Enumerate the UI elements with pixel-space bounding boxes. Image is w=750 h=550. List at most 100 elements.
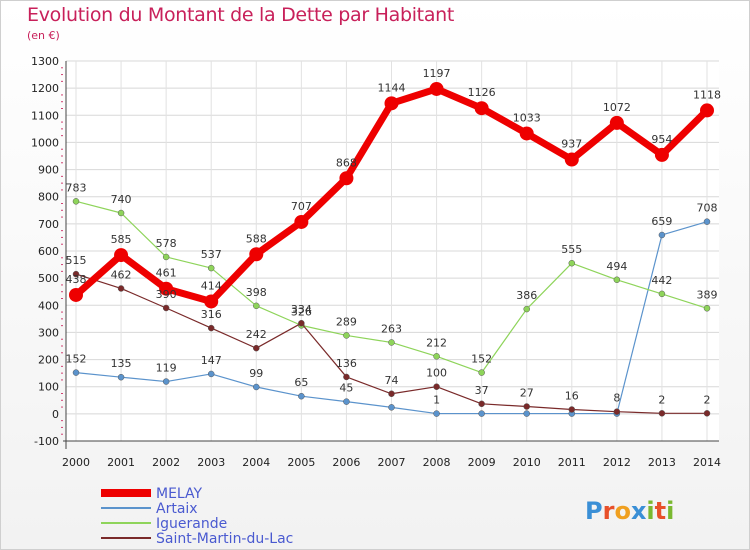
data-label: 152 [471, 353, 492, 366]
data-label: 462 [111, 268, 132, 281]
legend-label: Iguerande [156, 516, 227, 532]
data-label: 868 [336, 156, 357, 169]
data-label: 1126 [468, 86, 496, 99]
data-label: 136 [336, 357, 357, 370]
data-point [253, 344, 260, 352]
data-point [343, 332, 350, 339]
data-point [388, 390, 395, 398]
y-tick-label: 400 [38, 299, 59, 312]
data-point [523, 305, 530, 313]
axes: -100010020030040050060070080090010001100… [31, 55, 721, 469]
data-label: 585 [111, 233, 132, 246]
y-tick-label: 1300 [31, 55, 59, 68]
data-point [298, 392, 305, 400]
data-point [703, 410, 711, 417]
data-label: 390 [156, 288, 177, 301]
data-point [609, 115, 624, 130]
logo-text: Proxiti [585, 497, 674, 525]
data-label: 135 [111, 357, 132, 370]
data-label: 389 [697, 288, 718, 301]
data-point [343, 398, 350, 405]
data-label: 37 [475, 384, 489, 397]
data-label: 289 [336, 315, 357, 328]
x-tick-label: 2000 [62, 456, 90, 469]
logo-letter: r [603, 497, 615, 525]
data-point [339, 171, 354, 186]
data-label: 555 [561, 243, 582, 256]
data-label: 326 [291, 305, 312, 318]
data-point [519, 126, 534, 141]
logo-letter: i [646, 497, 654, 525]
data-label: 386 [516, 289, 537, 302]
data-point [72, 270, 80, 278]
data-label: 1118 [693, 88, 721, 101]
data-label: 242 [246, 328, 267, 341]
data-point [72, 198, 80, 205]
data-point [343, 373, 350, 381]
data-point [429, 81, 444, 96]
data-label: 707 [291, 200, 312, 213]
y-tick-label: 800 [38, 191, 59, 204]
chart-subtitle: (en €) [27, 29, 60, 42]
data-point [294, 214, 309, 229]
y-tick-label: 100 [38, 381, 59, 394]
data-label: 442 [651, 274, 672, 287]
y-tick-label: 900 [38, 164, 59, 177]
data-label: 27 [520, 387, 534, 400]
data-point [654, 147, 669, 162]
data-point [568, 406, 576, 413]
data-label: 74 [385, 374, 399, 387]
data-label: 8 [613, 392, 620, 405]
data-label: 1144 [378, 81, 406, 94]
data-point [700, 103, 714, 118]
x-tick-label: 2013 [648, 456, 676, 469]
data-point [207, 264, 215, 272]
data-point [204, 294, 219, 309]
data-point [388, 339, 395, 346]
x-tick-label: 2003 [197, 456, 225, 469]
data-label: 1197 [423, 67, 451, 80]
x-tick-label: 2006 [332, 456, 360, 469]
data-point [69, 287, 83, 302]
y-tick-label: 0 [52, 408, 59, 421]
data-point [249, 247, 264, 262]
data-label: 414 [201, 279, 222, 292]
data-point [658, 410, 666, 417]
y-tick-label: 600 [38, 245, 59, 258]
chart-title: Evolution du Montant de la Dette par Hab… [27, 4, 455, 26]
x-tick-label: 2011 [558, 456, 586, 469]
data-point [162, 378, 170, 385]
data-label: 100 [426, 367, 447, 380]
data-point [613, 276, 621, 284]
data-point [117, 285, 125, 292]
data-label: 438 [66, 273, 87, 286]
x-tick-label: 2005 [287, 456, 315, 469]
data-point [114, 248, 129, 263]
data-point [658, 290, 666, 298]
data-point [253, 383, 260, 391]
data-point [117, 373, 125, 381]
data-label: 783 [66, 181, 87, 194]
y-tick-label: 1000 [31, 136, 59, 149]
data-label: 316 [201, 308, 222, 321]
x-tick-label: 2010 [513, 456, 541, 469]
data-point [433, 353, 440, 360]
data-label: 588 [246, 232, 267, 245]
data-label: 212 [426, 336, 447, 349]
data-label: 2 [704, 393, 711, 406]
data-point [474, 101, 489, 116]
data-point [159, 281, 174, 296]
data-point [384, 96, 399, 111]
y-tick-label: 1100 [31, 109, 59, 122]
data-point [478, 369, 485, 376]
data-label: 659 [651, 215, 672, 228]
data-label: 16 [565, 390, 579, 403]
data-point [433, 410, 440, 417]
y-tick-label: 500 [38, 272, 59, 285]
data-label: 99 [249, 367, 263, 380]
logo-letter: t [655, 497, 666, 525]
data-point [613, 408, 621, 415]
x-tick-label: 2001 [107, 456, 135, 469]
